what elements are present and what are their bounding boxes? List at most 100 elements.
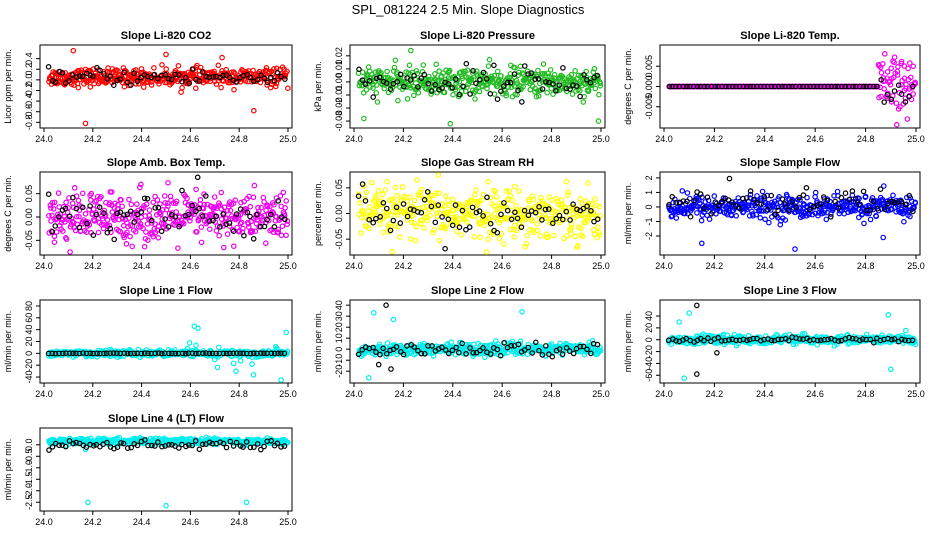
data-point xyxy=(895,64,901,70)
data-point xyxy=(109,209,116,215)
x-tick-label: 24.0 xyxy=(35,134,53,144)
data-point xyxy=(195,325,201,332)
x-tick-label: 24.6 xyxy=(806,261,824,271)
data-point xyxy=(480,69,487,76)
data-point xyxy=(370,85,376,91)
data-point xyxy=(441,89,448,96)
data-point xyxy=(507,79,514,86)
y-tick-label: 20 xyxy=(24,336,34,346)
data-point xyxy=(65,205,72,211)
outlier-point xyxy=(219,54,225,61)
x-tick-label: 24.2 xyxy=(706,134,724,144)
y-tick-label: 0.2 xyxy=(24,63,34,76)
data-point xyxy=(591,65,598,72)
data-point xyxy=(250,372,257,378)
data-point xyxy=(366,78,373,84)
y-tick-label: 0.005 xyxy=(644,55,654,78)
data-point xyxy=(764,83,771,90)
data-point xyxy=(511,71,518,77)
data-point xyxy=(407,236,414,242)
data-point xyxy=(107,73,114,80)
data-point xyxy=(898,91,905,98)
data-point xyxy=(506,188,513,194)
data-point xyxy=(410,92,417,99)
data-point xyxy=(701,83,708,90)
data-point xyxy=(264,79,271,86)
y-tick-label: -0.4 xyxy=(24,93,34,109)
data-point xyxy=(397,234,403,240)
data-point xyxy=(175,245,181,251)
data-point xyxy=(757,83,764,90)
data-point xyxy=(733,213,740,219)
data-point xyxy=(373,75,380,82)
data-point xyxy=(904,116,911,122)
data-point xyxy=(445,81,452,87)
data-point xyxy=(278,73,284,80)
data-point xyxy=(56,68,63,75)
data-point xyxy=(133,81,139,87)
data-point xyxy=(106,222,113,229)
x-tick-label: 24.8 xyxy=(543,389,561,399)
data-point xyxy=(384,178,390,185)
data-point xyxy=(118,197,124,203)
data-point xyxy=(101,71,107,77)
x-tick-label: 25.0 xyxy=(592,261,610,271)
outlier-point xyxy=(693,302,700,309)
y-tick-label: 0.05 xyxy=(334,179,344,197)
data-point xyxy=(98,194,104,200)
data-point xyxy=(542,79,549,85)
data-point xyxy=(747,83,754,90)
data-point xyxy=(894,72,901,78)
x-tick-label: 24.4 xyxy=(444,134,462,144)
data-point xyxy=(359,69,366,76)
data-point xyxy=(193,85,199,92)
outlier-point xyxy=(194,174,201,181)
data-point xyxy=(75,84,82,91)
data-point xyxy=(426,73,432,80)
x-tick-label: 24.4 xyxy=(133,389,151,399)
data-point xyxy=(356,200,363,206)
x-tick-label: 24.0 xyxy=(655,389,673,399)
data-point xyxy=(832,83,839,90)
data-point xyxy=(466,224,473,230)
data-point xyxy=(511,183,518,190)
data-point xyxy=(890,192,896,199)
x-tick-label: 24.6 xyxy=(182,134,200,144)
data-point xyxy=(491,62,497,69)
outlier-point xyxy=(686,310,693,316)
x-tick-label: 24.0 xyxy=(35,261,53,271)
data-point xyxy=(210,74,217,80)
data-point xyxy=(82,211,89,217)
data-point xyxy=(230,360,237,367)
x-tick-label: 24.8 xyxy=(543,134,561,144)
data-point xyxy=(694,83,701,90)
data-point xyxy=(399,184,406,190)
data-point xyxy=(500,83,507,89)
data-point xyxy=(595,224,601,231)
x-tick-label: 24.2 xyxy=(706,261,724,271)
outlier-point xyxy=(681,375,688,382)
data-point xyxy=(263,65,270,71)
data-point xyxy=(79,73,86,80)
y-tick-label: -0.05 xyxy=(334,229,344,250)
data-point xyxy=(165,76,172,82)
data-point xyxy=(242,78,249,84)
data-point xyxy=(446,67,453,74)
x-tick-label: 24.2 xyxy=(395,261,413,271)
x-tick-label: 24.2 xyxy=(84,261,102,271)
data-point xyxy=(249,361,255,367)
data-point xyxy=(553,88,559,94)
data-point xyxy=(684,190,691,196)
data-point xyxy=(183,74,189,81)
x-tick-label: 24.6 xyxy=(493,134,511,144)
data-point xyxy=(476,88,483,95)
data-point xyxy=(485,236,492,243)
data-point xyxy=(539,70,546,77)
data-point xyxy=(888,96,895,103)
data-point xyxy=(267,84,274,91)
data-point xyxy=(117,76,124,82)
data-point xyxy=(127,233,133,240)
data-point xyxy=(463,60,470,67)
